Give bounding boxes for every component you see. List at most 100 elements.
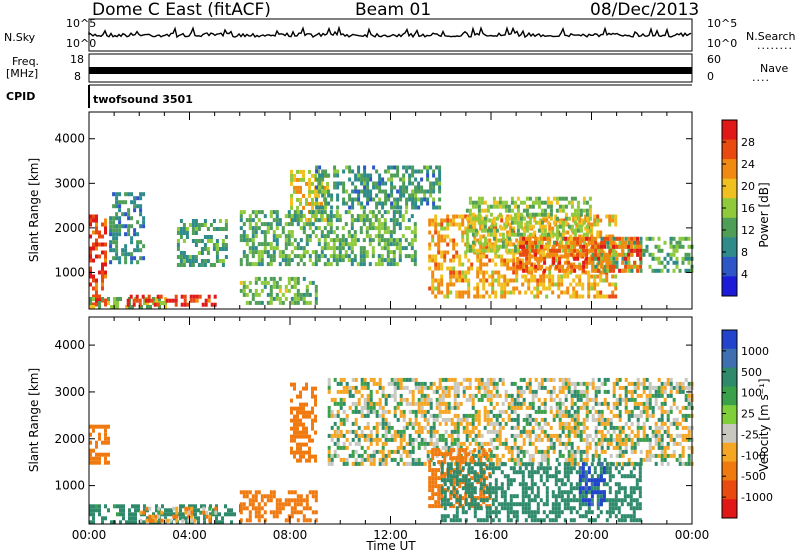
velocity-cell (464, 452, 468, 457)
velocity-cell (248, 514, 252, 519)
velocity-cell (618, 445, 622, 450)
velocity-cell (203, 520, 206, 525)
power-cell (308, 177, 311, 182)
velocity-cell (98, 456, 101, 461)
power-cell (185, 231, 189, 235)
velocity-cell (89, 460, 92, 465)
velocity-cell (543, 417, 547, 422)
velocity-cell (470, 470, 474, 475)
velocity-cell (651, 453, 655, 458)
power-cell (614, 218, 618, 223)
velocity-cell (431, 504, 435, 509)
velocity-cell (333, 449, 337, 454)
velocity-cell (290, 418, 293, 423)
velocity-cell (302, 386, 305, 391)
velocity-cell (681, 461, 685, 466)
velocity-cell (360, 405, 364, 410)
velocity-cell (98, 432, 101, 437)
velocity-cell (600, 437, 604, 442)
velocity-cell (597, 421, 601, 426)
power-cell (296, 296, 300, 301)
velocity-cell (142, 510, 146, 515)
power-cell (404, 246, 408, 251)
velocity-cell (154, 518, 158, 523)
power-cell (389, 250, 393, 255)
power-ytick-label: 4000 (54, 132, 85, 146)
power-cell (528, 240, 532, 245)
velocity-cell (480, 397, 484, 402)
velocity-cell (534, 445, 538, 450)
power-cell (413, 258, 417, 263)
power-cell (648, 264, 652, 269)
power-cell (281, 258, 285, 263)
velocity-cell (573, 413, 577, 418)
power-cell (368, 234, 372, 239)
power-cell (512, 286, 516, 291)
velocity-cell (648, 385, 652, 390)
power-cell (504, 240, 508, 245)
power-cell (357, 193, 361, 198)
velocity-cell (417, 457, 421, 462)
power-cell (516, 264, 520, 269)
velocity-cell (92, 520, 95, 525)
velocity-cell (660, 409, 664, 414)
velocity-cell (552, 389, 556, 394)
power-cell (431, 274, 435, 279)
power-cell (500, 218, 504, 223)
velocity-cell (119, 520, 122, 525)
power-cell (498, 196, 502, 201)
velocity-cell (381, 449, 385, 454)
velocity-cell (107, 436, 110, 441)
velocity-cell (360, 377, 364, 382)
velocity-cell (516, 445, 520, 450)
velocity-cell (615, 445, 619, 450)
power-cell (183, 302, 187, 307)
power-cell (596, 274, 600, 279)
power-cell (452, 214, 456, 219)
velocity-cell (576, 421, 580, 426)
velocity-cell (624, 449, 628, 454)
velocity-cell (669, 377, 673, 382)
power-cell (612, 264, 616, 269)
velocity-cell (351, 421, 355, 426)
velocity-cell (519, 401, 523, 406)
velocity-cell (642, 381, 646, 386)
power-cell (383, 246, 387, 251)
power-cell (552, 232, 556, 237)
velocity-cell (507, 405, 511, 410)
velocity-cell (384, 425, 388, 430)
power-cell (633, 264, 637, 269)
power-cell (402, 185, 406, 190)
power-cell (426, 169, 430, 174)
power-cell (435, 181, 439, 186)
velocity-cell (669, 385, 673, 390)
power-cell (669, 256, 673, 261)
velocity-cell (175, 510, 179, 515)
velocity-cell (579, 457, 583, 462)
velocity-cell (372, 425, 376, 430)
power-cell (353, 242, 357, 247)
power-cell (437, 230, 441, 235)
power-cell (572, 254, 576, 259)
power-cell (308, 185, 311, 190)
power-cell (411, 165, 415, 170)
power-cell (323, 238, 327, 243)
power-cell (578, 278, 582, 283)
power-cell (215, 247, 219, 251)
velocity-cell (432, 417, 436, 422)
velocity-cell (660, 413, 664, 418)
velocity-cell (402, 425, 406, 430)
power-cell (239, 210, 243, 215)
power-cell (359, 254, 363, 259)
velocity-cell (606, 437, 610, 442)
velocity-cell (293, 498, 297, 503)
velocity-cell (305, 430, 308, 435)
power-cell (678, 236, 682, 241)
power-cell (479, 294, 483, 299)
power-cell (590, 286, 594, 291)
velocity-cell (245, 494, 249, 499)
velocity-cell (308, 438, 311, 443)
velocity-cell (450, 385, 454, 390)
power-cell (431, 258, 435, 263)
velocity-cell (477, 389, 481, 394)
